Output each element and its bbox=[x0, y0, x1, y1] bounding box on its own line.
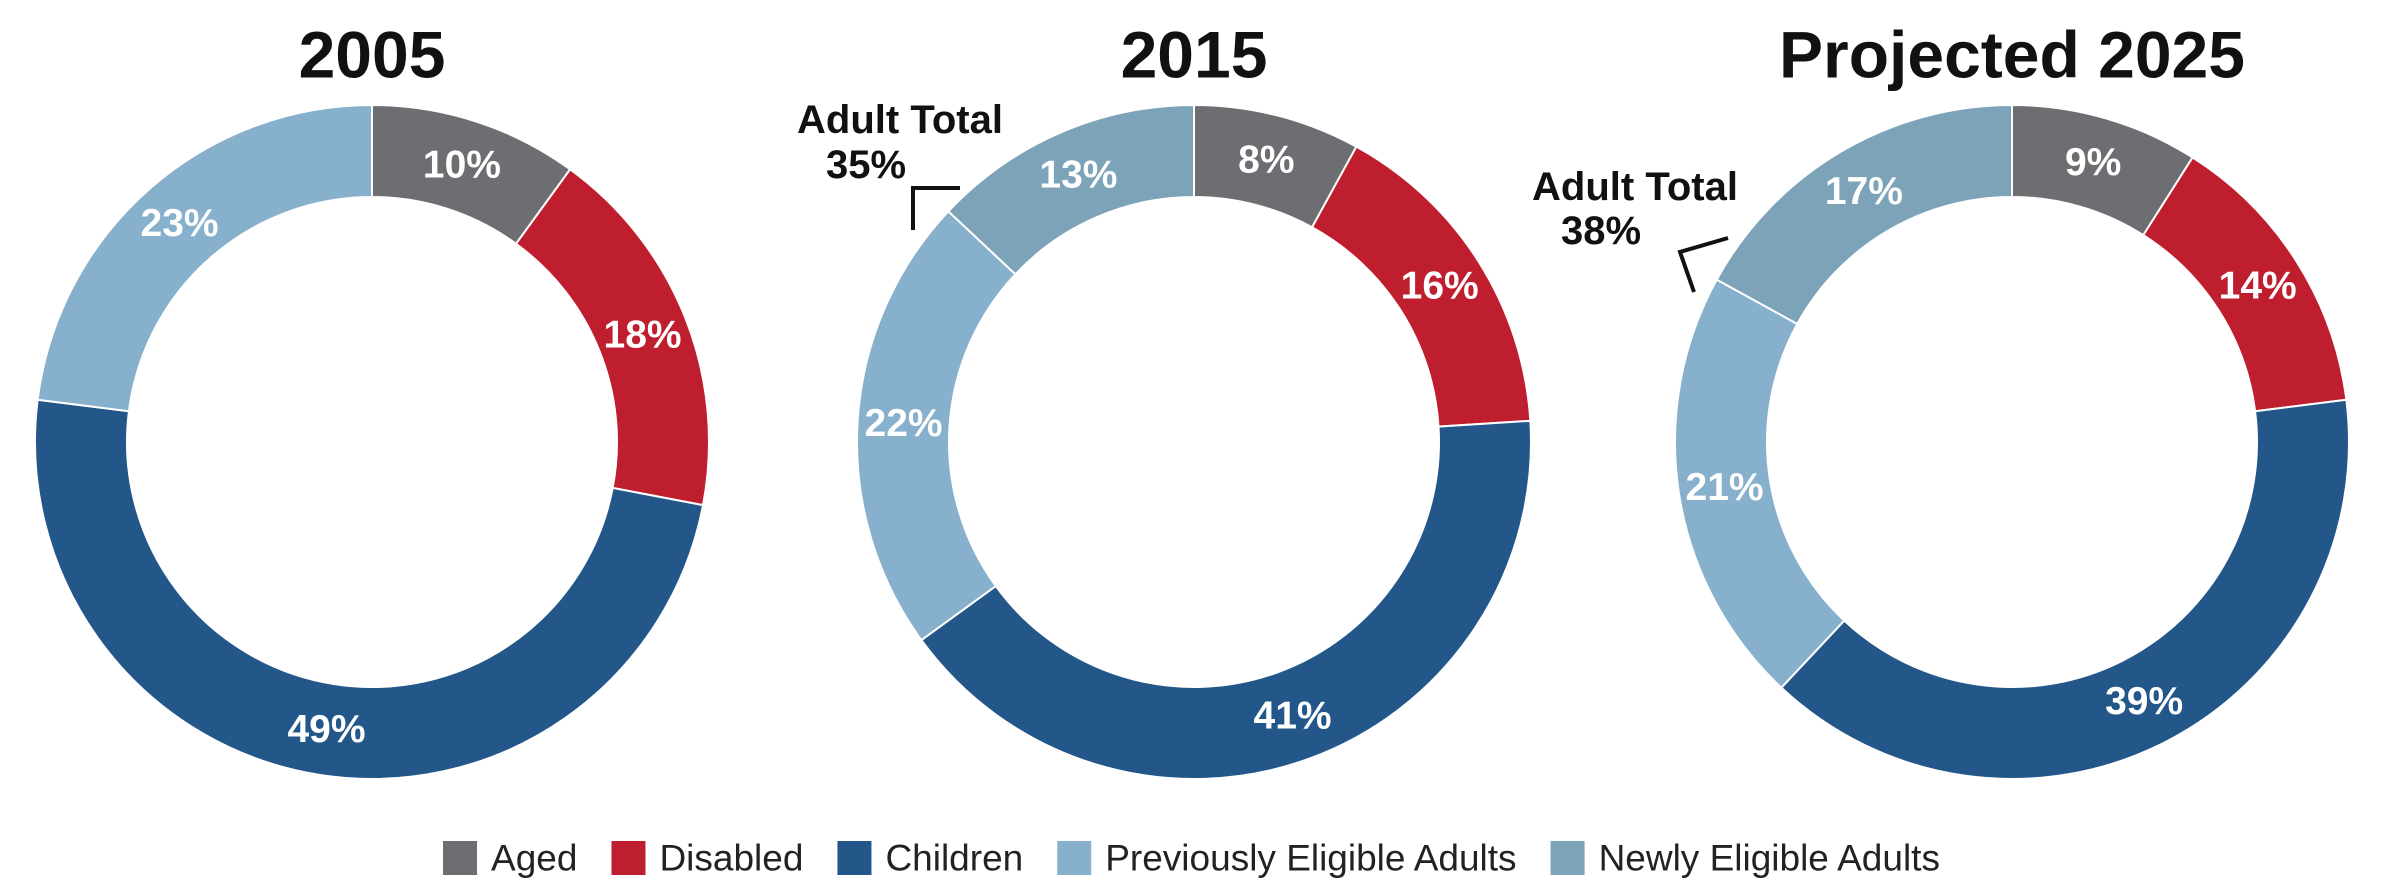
donut-chart-2005: 2005 10% 18% 49% 23% bbox=[34, 17, 710, 780]
slice-label-previously-eligible-adults: 21% bbox=[1686, 466, 1764, 509]
legend: Aged Disabled Children Previously Eligible … bbox=[443, 838, 1940, 879]
donut-chart-projected-2025: Projected 2025 9% 14% 39% 21% 17% Adult Total3… bbox=[1532, 17, 2350, 780]
slice-label-children: 49% bbox=[287, 708, 365, 751]
donut-charts: 2005 10% 18% 49% 23% 2015 8% 16% 41% 22% 13% Adult … bbox=[34, 17, 2350, 780]
slice-label-aged: 8% bbox=[1238, 139, 1294, 182]
slice-label-disabled: 18% bbox=[604, 313, 682, 356]
legend-item-previously-eligible-adults: Previously Eligible Adults bbox=[1057, 838, 1517, 879]
callout-bracket bbox=[1677, 236, 1729, 293]
legend-label: Disabled bbox=[659, 838, 803, 879]
slice-previously-eligible-adults bbox=[1674, 278, 1846, 690]
slice-label-previously-eligible-adults: 22% bbox=[865, 402, 943, 445]
legend-item-aged: Aged bbox=[443, 838, 577, 879]
slice-newly-eligible-adults bbox=[946, 103, 1195, 276]
callout-label: Adult Total bbox=[1532, 165, 1738, 209]
legend-swatch-newly-eligible-adults bbox=[1550, 841, 1585, 875]
legend-item-disabled: Disabled bbox=[611, 838, 803, 879]
callout-value: 38% bbox=[1561, 209, 1641, 253]
chart-title: 2005 bbox=[299, 17, 446, 91]
legend-swatch-disabled bbox=[611, 841, 646, 875]
slice-children bbox=[1779, 398, 2350, 780]
slice-children bbox=[919, 419, 1532, 780]
legend-item-newly-eligible-adults: Newly Eligible Adults bbox=[1550, 838, 1940, 879]
chart-title: 2015 bbox=[1121, 17, 1268, 91]
callout-label: Adult Total bbox=[797, 98, 1003, 142]
chart-title: Projected 2025 bbox=[1779, 17, 2245, 91]
slice-previously-eligible-adults bbox=[36, 103, 373, 413]
slice-label-aged: 10% bbox=[423, 144, 501, 187]
legend-label: Previously Eligible Adults bbox=[1105, 838, 1516, 879]
slice-children bbox=[34, 398, 705, 780]
legend-swatch-children bbox=[837, 841, 872, 875]
slice-label-children: 39% bbox=[2105, 680, 2183, 723]
slice-newly-eligible-adults bbox=[1715, 103, 2013, 326]
slice-label-children: 41% bbox=[1254, 694, 1332, 737]
legend-item-children: Children bbox=[837, 838, 1023, 879]
slice-label-disabled: 14% bbox=[2219, 265, 2297, 308]
slice-label-disabled: 16% bbox=[1401, 265, 1479, 308]
callout-value: 35% bbox=[826, 143, 906, 187]
legend-label: Aged bbox=[491, 838, 577, 879]
legend-swatch-previously-eligible-adults bbox=[1057, 841, 1092, 875]
callout-bracket bbox=[911, 186, 960, 230]
slice-label-newly-eligible-adults: 13% bbox=[1039, 153, 1117, 196]
legend-swatch-aged bbox=[443, 841, 478, 875]
legend-label: Newly Eligible Adults bbox=[1599, 838, 1940, 879]
legend-label: Children bbox=[885, 838, 1023, 879]
slice-label-aged: 9% bbox=[2065, 141, 2121, 184]
slice-label-previously-eligible-adults: 23% bbox=[141, 202, 219, 245]
slice-previously-eligible-adults bbox=[856, 209, 1017, 642]
slice-label-newly-eligible-adults: 17% bbox=[1825, 170, 1903, 213]
